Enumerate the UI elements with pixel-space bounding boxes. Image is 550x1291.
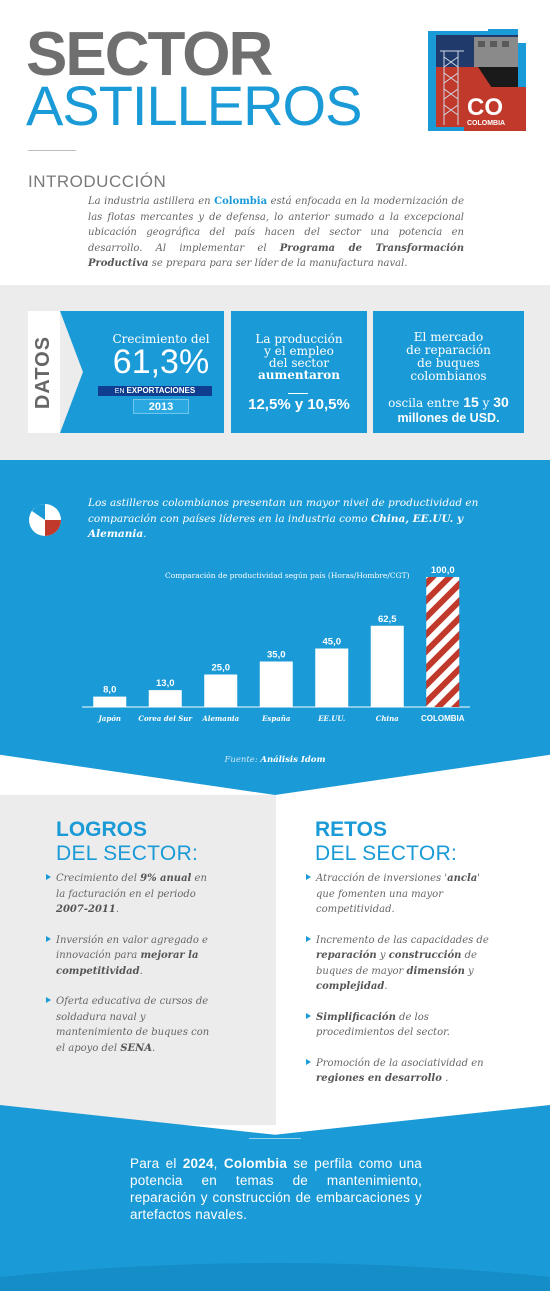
divider xyxy=(28,150,76,151)
category-label: China xyxy=(376,714,399,723)
bar-ee-uu- xyxy=(315,648,349,707)
productivity-bar-chart: Comparación de productividad según país … xyxy=(82,565,470,723)
value-label: 62,5 xyxy=(378,614,397,625)
bar-alemania xyxy=(204,674,238,707)
footer-section xyxy=(0,1105,550,1291)
intro-heading: INTRODUCCIÓN xyxy=(28,172,167,191)
bar-corea-del-sur xyxy=(148,690,182,707)
chart-description: Los astilleros colombianos presentan un … xyxy=(88,497,479,540)
bar-colombia xyxy=(426,577,460,707)
value-label: 25,0 xyxy=(212,663,231,674)
stat-market-line3: de buques xyxy=(417,356,480,370)
list-item: Simplificación de los procedimientos del… xyxy=(306,1010,496,1041)
stat-divider xyxy=(288,393,308,394)
category-label: Japón xyxy=(96,714,121,723)
bar-china xyxy=(370,625,404,707)
logo-text-colombia: COLOMBIA xyxy=(467,120,505,127)
stat-market-line2: de reparación xyxy=(406,343,491,357)
logo-text-co: CO xyxy=(467,94,503,121)
logros-heading: LOGROS DEL SECTOR: xyxy=(56,818,199,865)
stat-growth-value: 61,3% xyxy=(112,343,210,381)
list-item: Oferta educativa de cursos de soldadura … xyxy=(46,994,218,1056)
stat-year: 2013 xyxy=(133,399,189,414)
list-item: Inversión en valor agregado e innovación… xyxy=(46,933,218,980)
value-label: 35,0 xyxy=(267,650,286,661)
category-label: COLOMBIA xyxy=(421,714,465,723)
stat-growth-label: Crecimiento del xyxy=(112,332,210,346)
retos-list: Atracción de inversiones 'ancla' que fom… xyxy=(306,871,496,1102)
stat-market-line4: colombianos xyxy=(410,369,487,383)
title-line1: SECTOR xyxy=(26,20,273,89)
stat-production-line4: aumentaron xyxy=(258,368,340,382)
stat-market-line1: El mercado xyxy=(413,330,484,344)
value-label: 13,0 xyxy=(156,678,175,689)
value-label: 45,0 xyxy=(323,637,342,648)
stat-market-value: oscila entre 15 y 30 millones de USD. xyxy=(388,394,509,426)
chart-title: Comparación de productividad según país … xyxy=(165,571,410,580)
stat-production-line3: del sector xyxy=(268,356,330,370)
list-item: Atracción de inversiones 'ancla' que fom… xyxy=(306,871,496,918)
value-label: 100,0 xyxy=(431,565,455,576)
stat-production-line2: y el empleo xyxy=(264,344,334,358)
category-label: Corea del Sur xyxy=(138,714,193,723)
stat-exports-band: EN EXPORTACIONES xyxy=(98,386,212,396)
stat-box-exports: Crecimiento del 61,3% EN EXPORTACIONES 2… xyxy=(60,311,224,433)
retos-heading: RETOS DEL SECTOR: xyxy=(315,818,458,865)
bar-espa-a xyxy=(259,661,293,707)
category-label: Alemania xyxy=(201,714,239,723)
stat-production-line1: La producción xyxy=(255,332,343,346)
logros-background xyxy=(0,795,276,1125)
logros-list: Crecimiento del 9% anual en la facturaci… xyxy=(46,871,218,1071)
pie-chart-icon xyxy=(29,504,61,536)
title-line2: ASTILLEROS xyxy=(26,74,362,137)
stat-production-value: 12,5% y 10,5% xyxy=(248,396,350,413)
footer-text: Para el 2024, Colombia se perfila como u… xyxy=(130,1156,422,1222)
intro-paragraph: La industria astillera en Colombia está … xyxy=(88,196,464,269)
chart-source: Fuente: Análisis Idom xyxy=(224,755,326,765)
value-label: 8,0 xyxy=(103,685,116,696)
datos-tab xyxy=(28,311,60,433)
list-item: Crecimiento del 9% anual en la facturaci… xyxy=(46,871,218,918)
category-label: EE.UU. xyxy=(317,714,345,723)
list-item: Incremento de las capacidades de reparac… xyxy=(306,933,496,995)
stat-box-market: El mercado de reparación de buques colom… xyxy=(373,311,524,433)
category-label: España xyxy=(261,714,291,723)
footer-divider xyxy=(249,1138,301,1139)
colombia-logo: CO COLOMBIA xyxy=(428,29,526,131)
bar-jap-n xyxy=(93,696,127,707)
footer-wave xyxy=(0,1263,550,1291)
datos-label: DATOS xyxy=(32,335,55,409)
list-item: Promoción de la asociatividad en regione… xyxy=(306,1056,496,1087)
stat-box-production: La producción y el empleo del sector aum… xyxy=(231,311,367,433)
